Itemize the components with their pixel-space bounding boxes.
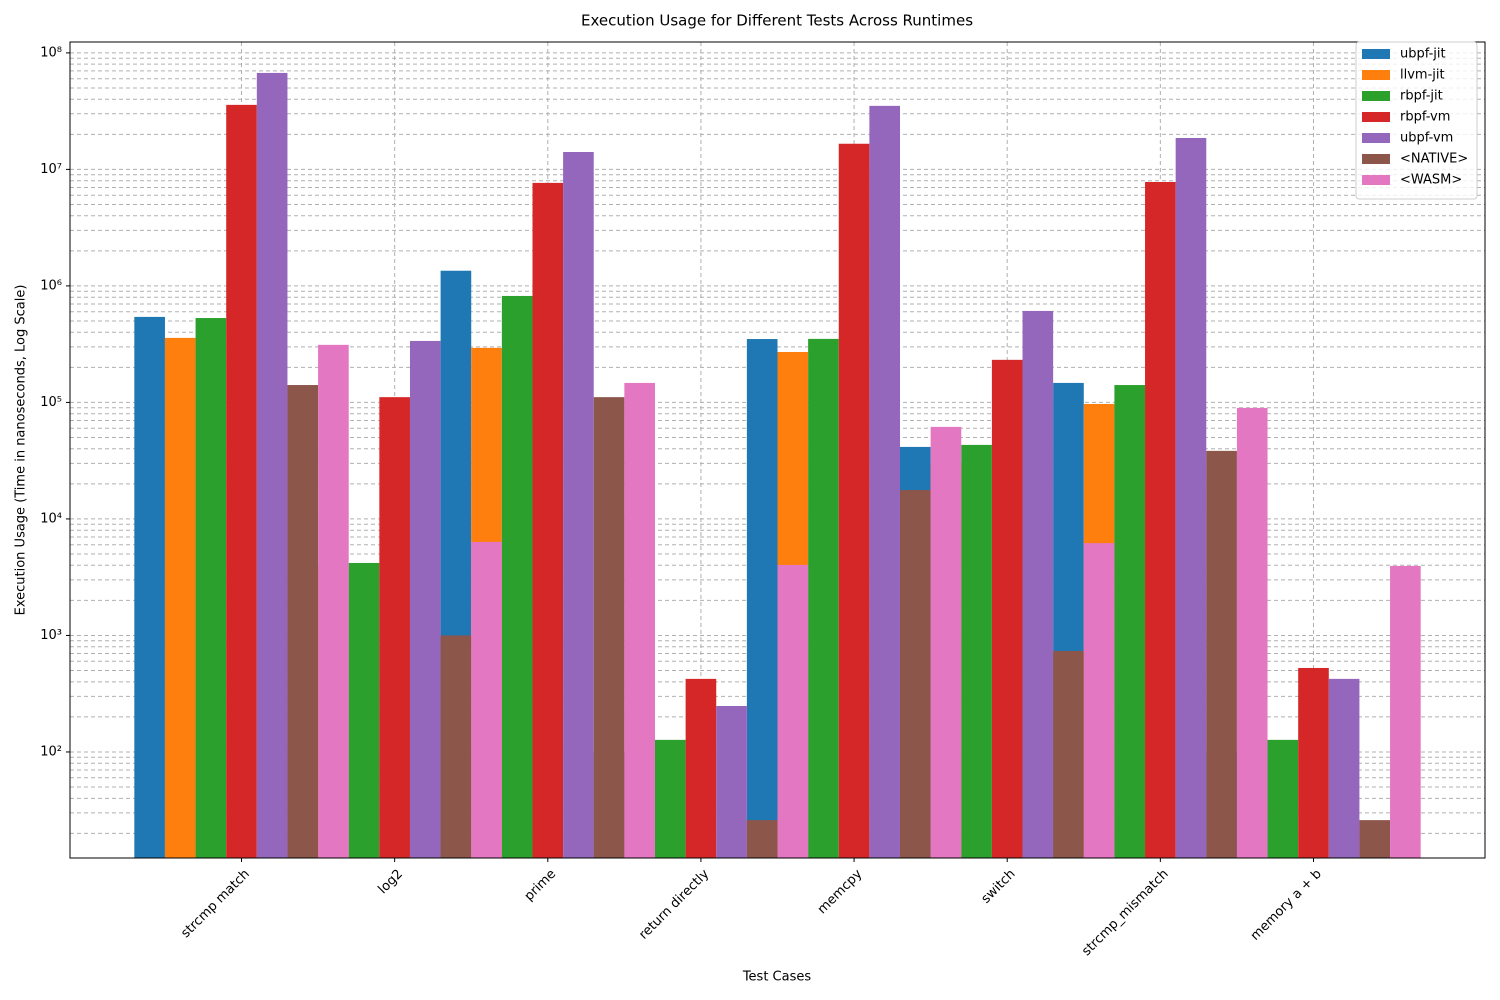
legend-label: rbpf-jit: [1400, 89, 1443, 104]
bar: [838, 143, 870, 858]
bar: [869, 105, 901, 858]
bar: [1359, 820, 1391, 858]
bar: [1328, 678, 1360, 858]
bar: [624, 382, 655, 858]
y-tick-label: 10⁴: [40, 511, 62, 526]
legend-label: rbpf-vm: [1400, 110, 1450, 125]
bar: [593, 397, 625, 858]
legend-label: ubpf-vm: [1400, 131, 1453, 146]
bar: [134, 316, 165, 858]
bar: [532, 182, 564, 858]
bar: [746, 339, 778, 858]
bar: [1022, 310, 1054, 858]
bar: [1236, 407, 1268, 858]
y-tick-label: 10⁸: [40, 45, 62, 60]
bar: [808, 338, 839, 859]
x-tick-label: memcpy: [815, 866, 866, 917]
bar: [991, 359, 1023, 858]
bar: [256, 72, 288, 859]
bar: [1053, 650, 1084, 858]
x-tick-label: strcmp match: [178, 867, 252, 941]
bar: [777, 564, 809, 858]
legend-swatch: [1362, 49, 1390, 59]
bar: [164, 337, 196, 858]
bar: [654, 739, 686, 858]
bar: [440, 635, 472, 858]
bar: [716, 706, 747, 858]
x-tick-label: return directly: [636, 866, 712, 942]
legend-swatch: [1362, 133, 1390, 143]
bar: [226, 104, 257, 858]
y-tick-label: 10⁷: [40, 162, 62, 177]
x-tick-label: switch: [979, 867, 1019, 907]
bar: [930, 426, 962, 858]
x-axis-label: Test Cases: [742, 970, 812, 985]
bar: [1175, 137, 1207, 859]
legend-label: <NATIVE>: [1400, 152, 1468, 167]
bar: [1145, 181, 1176, 858]
legend-label: <WASM>: [1400, 173, 1462, 188]
chart-title: Execution Usage for Different Tests Acro…: [581, 12, 973, 30]
y-tick-label: 10³: [40, 628, 62, 643]
bar: [318, 344, 349, 858]
y-tick-label: 10⁵: [40, 395, 62, 410]
bar: [900, 490, 931, 858]
plot-frame: [69, 41, 1486, 859]
bar: [379, 397, 410, 858]
y-tick-label: 10⁶: [40, 278, 62, 293]
legend-swatch: [1362, 112, 1390, 122]
x-tick-label: prime: [522, 867, 559, 904]
bar: [501, 295, 533, 859]
bar: [1083, 543, 1115, 858]
bar: [961, 444, 992, 858]
legend-swatch: [1362, 154, 1390, 164]
legend-label: ubpf-jit: [1400, 47, 1446, 62]
legend-label: llvm-jit: [1400, 68, 1445, 83]
x-tick-label: log2: [375, 867, 405, 897]
bar: [1390, 565, 1421, 858]
bar: [746, 820, 778, 858]
bar: [685, 678, 717, 858]
legend-swatch: [1362, 70, 1390, 80]
y-axis-label: Execution Usage (Time in nanoseconds, Lo…: [14, 285, 29, 616]
bar: [195, 318, 227, 859]
bar: [1298, 667, 1329, 858]
bar: [563, 152, 594, 858]
x-tick-label: strcmp_mismatch: [1079, 867, 1171, 959]
bar: [1206, 450, 1237, 858]
legend-swatch: [1362, 91, 1390, 101]
x-tick-label: memory a + b: [1248, 867, 1325, 944]
bar: [471, 541, 502, 858]
bar: [409, 340, 441, 858]
bar: [1114, 385, 1146, 858]
bar: [1267, 739, 1299, 858]
bar: [287, 385, 319, 858]
bar: [348, 562, 380, 858]
y-tick-label: 10²: [40, 744, 62, 759]
legend-swatch: [1362, 175, 1390, 185]
